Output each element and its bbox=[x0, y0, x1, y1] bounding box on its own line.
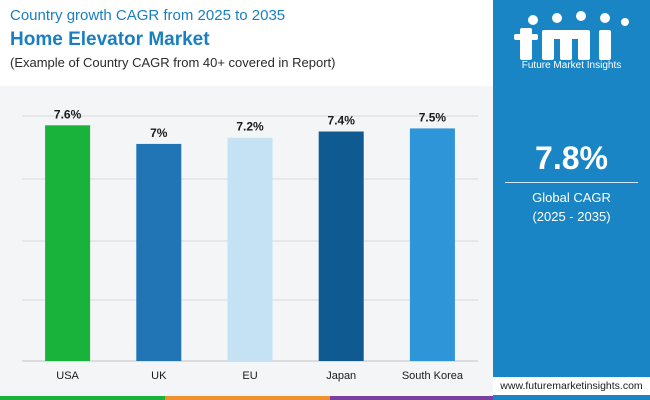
side-panel: Future Market Insights 7.8% Global CAGR … bbox=[493, 0, 650, 400]
cagr-divider bbox=[505, 182, 638, 183]
chart-header: Country growth CAGR from 2025 to 2035 Ho… bbox=[10, 6, 490, 72]
chart-note: (Example of Country CAGR from 40+ covere… bbox=[10, 55, 336, 70]
global-cagr-label-line1: Global CAGR bbox=[532, 190, 611, 205]
plot-area: 7.6% USA 7% UK 7.2% EU 7.4% Japan 7.5% South Kore… bbox=[0, 86, 493, 400]
website-link[interactable]: www.futuremarketinsights.com bbox=[493, 377, 650, 395]
bottom-strip-orange bbox=[165, 396, 330, 400]
bar-japan bbox=[318, 131, 364, 361]
data-label: 7% bbox=[150, 126, 168, 140]
bar-uk bbox=[136, 143, 182, 361]
bar-chart: 7.6% USA 7% UK 7.2% EU 7.4% Japan 7.5% South Kore… bbox=[22, 107, 478, 382]
bottom-strip-green bbox=[0, 396, 165, 400]
data-label: 7.2% bbox=[236, 120, 264, 134]
bottom-strip-purple bbox=[330, 396, 493, 400]
x-tick-label: UK bbox=[151, 370, 167, 382]
data-label: 7.5% bbox=[419, 110, 447, 124]
global-cagr-label: Global CAGR (2025 - 2035) bbox=[493, 188, 650, 226]
fmi-logo bbox=[514, 11, 629, 60]
logo-text: Future Market Insights bbox=[521, 60, 622, 71]
data-label: 7.6% bbox=[54, 107, 82, 121]
global-cagr-value: 7.8% bbox=[535, 140, 608, 176]
chart-title: Home Elevator Market bbox=[10, 29, 210, 50]
bar-south-korea bbox=[409, 128, 455, 361]
x-tick-label: EU bbox=[242, 370, 257, 382]
x-tick-label: South Korea bbox=[402, 370, 464, 382]
bar-eu bbox=[227, 137, 273, 361]
data-label: 7.4% bbox=[328, 114, 356, 128]
x-tick-label: USA bbox=[56, 370, 79, 382]
x-tick-label: Japan bbox=[326, 370, 356, 382]
chart-subtitle: Country growth CAGR from 2025 to 2035 bbox=[10, 7, 286, 24]
global-cagr-label-line2: (2025 - 2035) bbox=[532, 209, 611, 224]
bar-usa bbox=[45, 125, 91, 361]
